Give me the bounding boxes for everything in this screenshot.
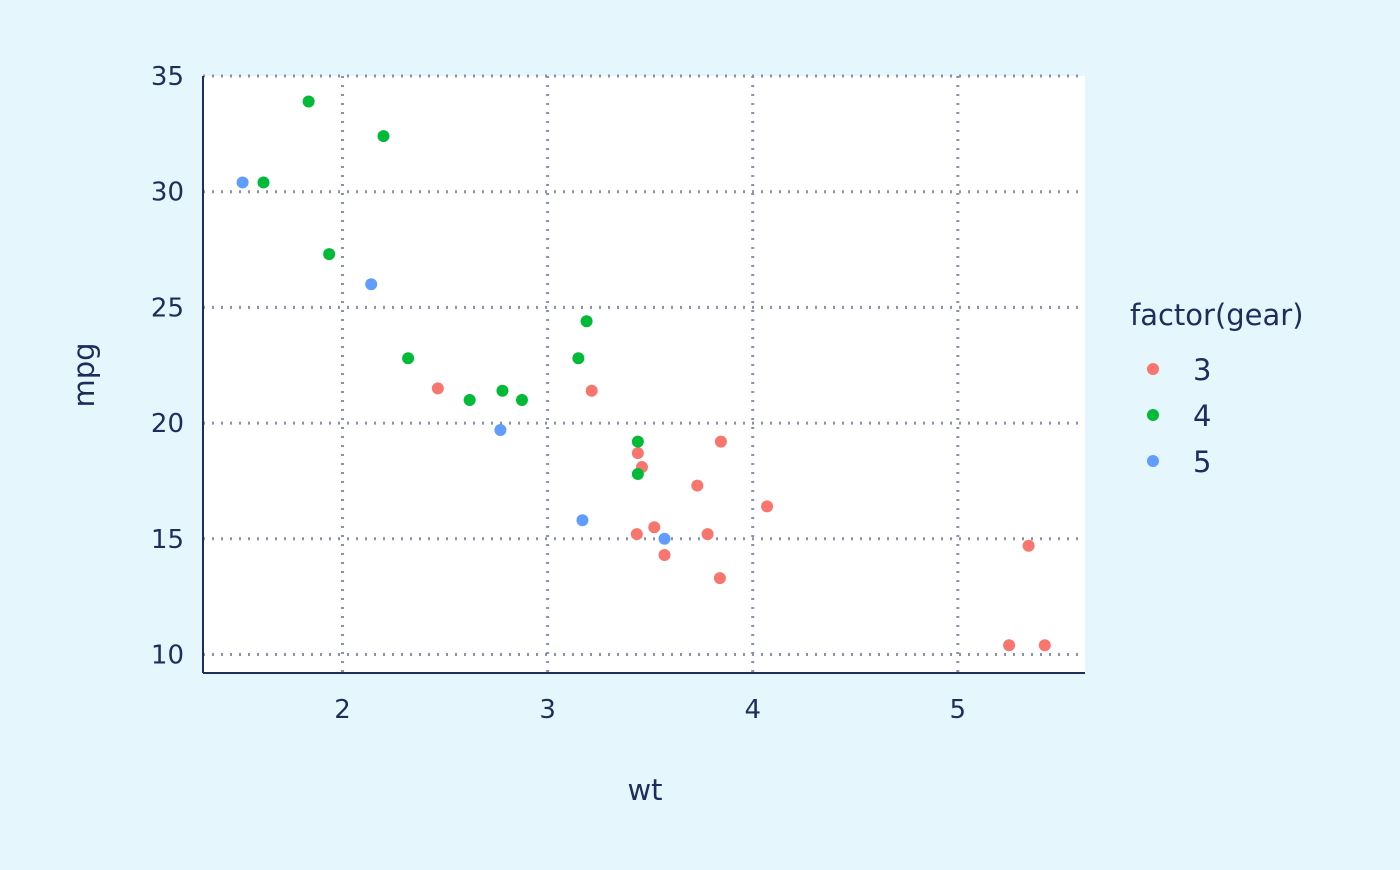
tick-labels: 2 3 4 5 10 15 20 25 30 35 [151,62,966,725]
data-point-gear-4 [302,95,315,108]
data-point-gear-3 [1022,539,1035,552]
legend-items: 3 4 5 [1147,353,1211,479]
data-point-gear-5 [494,424,507,437]
data-point-gear-4 [580,315,593,328]
data-point-gear-4 [631,435,644,448]
data-point-gear-4 [515,393,528,406]
axes [202,76,1085,674]
y-tick-label: 15 [151,525,184,555]
data-point-gear-4 [377,130,390,143]
data-point-gear-3 [714,435,727,448]
data-point-gear-3 [761,500,774,513]
data-point-gear-3 [701,528,714,541]
legend-key-4 [1147,409,1159,421]
y-tick-label: 20 [151,409,184,439]
x-axis-title: wt [627,773,662,807]
legend: factor(gear) 3 4 5 [1130,298,1304,479]
data-point-gear-4 [631,468,644,480]
data-point-gear-3 [658,548,671,561]
legend-label-5: 5 [1193,445,1211,479]
data-point-gear-4 [572,352,585,365]
data-point-gear-5 [576,514,589,527]
data-point-gear-4 [257,176,270,189]
x-tick-label: 2 [334,695,351,725]
data-point-gear-3 [630,528,643,541]
data-point-gear-3 [585,384,598,397]
x-tick-label: 5 [950,695,967,725]
data-point-gear-3 [691,479,704,492]
data-point-gear-4 [496,384,509,397]
y-tick-label: 10 [151,640,184,670]
data-point-gear-3 [631,447,644,460]
y-tick-label: 30 [151,178,184,208]
y-axis-title: mpg [67,342,101,407]
y-tick-label: 35 [151,62,184,92]
data-point-gear-5 [365,278,378,291]
x-tick-label: 4 [744,695,761,725]
y-tick-label: 25 [151,293,184,323]
data-point-gear-4 [463,393,476,406]
legend-label-4: 4 [1193,399,1211,433]
gridlines [203,74,1085,673]
data-point-gear-5 [236,176,249,189]
data-point-gear-5 [658,532,671,545]
data-point-gear-3 [713,572,726,585]
data-point-gear-4 [323,248,336,261]
legend-key-5 [1147,455,1159,467]
data-point-gear-4 [402,352,415,365]
plot-panel [203,76,1085,673]
legend-label-3: 3 [1193,353,1211,387]
data-points [236,95,1051,652]
data-point-gear-3 [648,521,661,534]
data-point-gear-3 [1038,639,1051,652]
data-point-gear-3 [1003,639,1016,652]
legend-key-3 [1147,363,1159,375]
data-point-gear-3 [431,382,444,395]
x-tick-label: 3 [539,695,556,725]
legend-title: factor(gear) [1130,298,1304,332]
